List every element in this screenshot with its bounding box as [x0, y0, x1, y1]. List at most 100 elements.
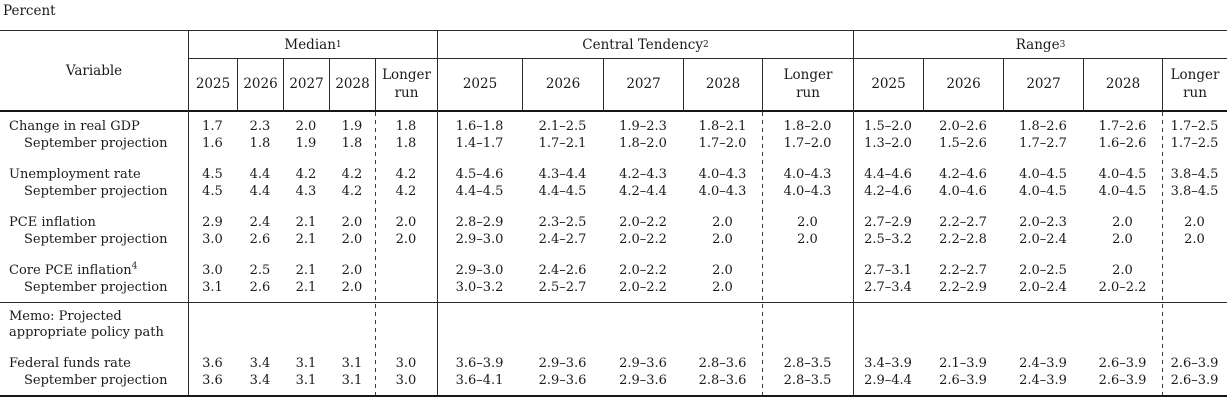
row-label: September projection	[24, 231, 168, 247]
median-value: 1.7	[202, 119, 223, 134]
year-header-2025: 2025	[853, 59, 923, 110]
central-tendency-value: 2.0–2.2	[619, 280, 667, 295]
median-value: 3.6	[202, 373, 223, 388]
central-tendency-value: 2.8–3.6	[698, 373, 747, 388]
median-value: 3.6	[202, 356, 223, 371]
median-value: 4.3	[295, 184, 317, 199]
central-tendency-value: 2.0	[712, 263, 733, 278]
central-tendency-value: 2.5–2.7	[538, 280, 587, 295]
range-value: 1.7–2.7	[1019, 136, 1067, 151]
row-label: Memo: Projected appropriate policy path	[9, 309, 164, 340]
central-tendency-value: 2.8–3.5	[783, 373, 832, 388]
year-header-2027: 2027	[1003, 59, 1083, 110]
table-body-upper: Change in real GDP 1.7 2.3 2.0 1.9 1.8 1.6–1.8…	[0, 112, 1227, 302]
range-value: 1.7–2.5	[1170, 119, 1219, 134]
median-value: 2.0	[341, 215, 363, 230]
range-value: 2.0–2.5	[1019, 263, 1067, 278]
central-tendency-value: 2.8–3.6	[698, 356, 747, 371]
dashed-divider-central-longer-run	[762, 112, 763, 395]
median-value: 4.2	[341, 184, 363, 199]
central-tendency-value: 4.0–4.3	[698, 184, 747, 199]
central-tendency-value: 2.9–3.0	[455, 263, 504, 278]
table-row: Federal funds rate 3.6 3.4 3.1 3.1 3.0 3.6–3.9…	[0, 355, 1227, 372]
central-tendency-value: 1.4–1.7	[455, 136, 504, 151]
range-value: 4.0–4.6	[939, 184, 987, 199]
table-row: PCE inflation 2.9 2.4 2.1 2.0 2.0 2.8–2.9 2.3–2…	[0, 214, 1227, 231]
group-header-central-tendency: Central Tendency 2	[437, 31, 853, 59]
central-tendency-value: 2.0–2.2	[619, 263, 667, 278]
central-tendency-value: 4.3–4.4	[538, 167, 587, 182]
group-header-median: Median 1	[188, 31, 437, 59]
central-tendency-value: 2.8–3.5	[783, 356, 832, 371]
year-header-2026: 2026	[923, 59, 1003, 110]
median-value: 4.2	[395, 167, 417, 182]
central-tendency-value: 2.0	[797, 232, 818, 247]
range-value: 2.0	[1112, 232, 1133, 247]
central-tendency-value: 2.4–2.6	[538, 263, 587, 278]
median-value: 4.2	[341, 167, 363, 182]
table-row: September projection 4.5 4.4 4.3 4.2 4.2 4.4–4…	[0, 183, 1227, 200]
group-label: Median	[284, 36, 336, 53]
median-value: 2.0	[395, 215, 417, 230]
median-value: 3.0	[202, 232, 223, 247]
group-header-range: Range 3	[853, 31, 1227, 59]
column-divider-central-range	[853, 30, 854, 395]
range-value: 2.0	[1184, 232, 1205, 247]
central-tendency-value: 2.3–2.5	[538, 215, 587, 230]
range-value: 2.2–2.8	[939, 232, 987, 247]
central-tendency-value: 2.0	[712, 280, 733, 295]
median-value: 2.0	[341, 280, 363, 295]
range-value: 2.7–3.4	[864, 280, 912, 295]
table-row: Memo: Projected appropriate policy path	[0, 309, 1227, 341]
group-label: Central Tendency	[582, 36, 703, 53]
year-header-longer-run: Longer run	[1162, 59, 1227, 110]
central-tendency-value: 2.9–3.6	[619, 373, 667, 388]
median-value: 2.1	[295, 232, 317, 247]
range-value: 1.7–2.5	[1170, 136, 1219, 151]
range-value: 2.5–3.2	[864, 232, 912, 247]
table-body-memo: Memo: Projected appropriate policy path Fe…	[0, 302, 1227, 395]
row-label: Core PCE inflation4	[9, 261, 138, 278]
row-label: September projection	[24, 135, 168, 151]
year-header-2025: 2025	[188, 59, 237, 110]
central-tendency-value: 1.7–2.0	[783, 136, 832, 151]
median-value: 2.5	[249, 263, 271, 278]
range-value: 2.6–3.9	[1170, 356, 1219, 371]
year-header-longer-run: Longer run	[762, 59, 853, 110]
table-row: Change in real GDP 1.7 2.3 2.0 1.9 1.8 1.6–1.8…	[0, 118, 1227, 135]
footnote-marker: 4	[131, 261, 138, 272]
median-value: 2.6	[249, 280, 271, 295]
range-value: 2.1–3.9	[939, 356, 987, 371]
row-gap	[0, 341, 1227, 355]
central-tendency-value: 4.5–4.6	[455, 167, 504, 182]
range-value: 4.0–4.5	[1019, 184, 1067, 199]
central-tendency-value: 1.8–2.1	[698, 119, 747, 134]
year-header-2028: 2028	[683, 59, 762, 110]
range-value: 4.4–4.6	[864, 167, 912, 182]
year-header-2027: 2027	[283, 59, 329, 110]
range-value: 2.4–3.9	[1019, 373, 1067, 388]
median-value: 3.1	[295, 373, 317, 388]
table-row: September projection 1.6 1.8 1.9 1.8 1.8 1.4–1…	[0, 135, 1227, 152]
range-value: 4.2–4.6	[939, 167, 987, 182]
central-tendency-value: 3.0–3.2	[455, 280, 504, 295]
range-value: 2.0	[1112, 215, 1133, 230]
central-tendency-value: 2.9–3.6	[538, 356, 587, 371]
row-gap	[0, 248, 1227, 262]
range-value: 2.7–2.9	[864, 215, 912, 230]
range-value: 2.4–3.9	[1019, 356, 1067, 371]
median-value: 1.9	[295, 136, 317, 151]
central-tendency-value: 4.4–4.5	[538, 184, 587, 199]
central-tendency-value: 2.0–2.2	[619, 215, 667, 230]
median-value: 2.1	[295, 215, 317, 230]
row-label: Federal funds rate	[9, 355, 131, 371]
central-tendency-value: 2.0	[712, 232, 733, 247]
year-header-2028: 2028	[329, 59, 375, 110]
median-value: 4.5	[202, 184, 223, 199]
central-tendency-value: 4.2–4.3	[619, 167, 667, 182]
table-row: Core PCE inflation4 3.0 2.5 2.1 2.0 2.9–3.0 2.…	[0, 262, 1227, 279]
row-label: September projection	[24, 183, 168, 199]
range-value: 1.5–2.6	[939, 136, 987, 151]
median-value: 4.4	[249, 184, 271, 199]
central-tendency-value: 3.6–4.1	[455, 373, 504, 388]
